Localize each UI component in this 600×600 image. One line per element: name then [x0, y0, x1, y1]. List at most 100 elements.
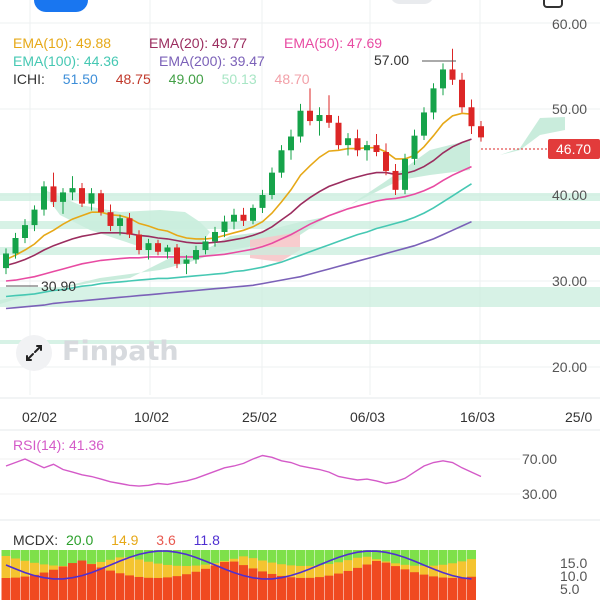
- y-tick-label: 40.00: [552, 187, 587, 203]
- candle-body: [50, 186, 57, 202]
- mcdx-bar-red: [163, 577, 172, 600]
- mcdx-bar-red: [448, 577, 457, 600]
- top-toggle-button[interactable]: [390, 0, 434, 4]
- candle-body: [88, 193, 95, 204]
- candle-body: [259, 195, 266, 208]
- candle-body: [22, 225, 28, 238]
- mcdx-bar-red: [220, 562, 229, 600]
- support-band: [0, 287, 600, 307]
- mcdx-bar-red: [68, 563, 77, 600]
- mcdx-bar-red: [343, 570, 353, 600]
- top-blue-button[interactable]: [34, 0, 88, 12]
- mcdx-tick-label: 5.0: [560, 581, 580, 597]
- candle-body: [231, 214, 237, 222]
- mcdx-bar-red: [210, 565, 220, 600]
- candle-body: [126, 218, 133, 235]
- last-price-label: 46.70: [556, 141, 591, 157]
- ema200-line: [5, 220, 472, 310]
- candle-body: [345, 138, 351, 146]
- candle-body: [60, 192, 66, 202]
- mcdx-bar-red: [438, 577, 448, 600]
- high-price-label: 57.00: [374, 52, 409, 68]
- mcdx-bar-red: [353, 567, 362, 600]
- legend-ichi-value-5: 48.70: [274, 71, 310, 87]
- candle-body: [392, 170, 399, 190]
- mcdx-bar-red: [134, 576, 144, 600]
- legend-mcdx-value-4: 11.8: [193, 532, 220, 548]
- legend-ema100: EMA(100): 44.36: [13, 53, 119, 69]
- legend-rsi-label: RSI(14):: [13, 437, 66, 453]
- support-band: [0, 193, 600, 201]
- candle-body: [402, 158, 408, 190]
- legend-ichi-value-1: 51.50: [62, 71, 98, 87]
- legend-ema20: EMA(20): 49.77: [149, 35, 247, 51]
- candle-body: [383, 152, 389, 171]
- legend-ema10-label: EMA(10):: [13, 35, 73, 51]
- legend-ema200: EMA(200): 39.47: [159, 53, 265, 69]
- mcdx-bar-red: [87, 564, 96, 600]
- legend-ema100-value: 44.36: [83, 53, 119, 69]
- candle-body: [69, 188, 76, 193]
- support-band: [0, 221, 600, 229]
- last-price-badge: [548, 139, 600, 159]
- candle-body: [297, 110, 304, 137]
- ichimoku-cloud-future: [500, 117, 565, 155]
- legend-ema200-value: 39.47: [229, 53, 265, 69]
- candle-body: [468, 107, 475, 127]
- candle-body: [155, 243, 161, 252]
- mcdx-bar-red: [248, 568, 258, 600]
- candle-body: [12, 238, 19, 254]
- candle-body: [440, 69, 446, 89]
- mcdx-bar-red: [182, 574, 191, 600]
- mcdx-bar-red: [201, 568, 210, 600]
- candle-body: [269, 172, 275, 195]
- legend-mcdx-value-2: 14.9: [111, 532, 139, 548]
- x-tick-label: 10/02: [134, 409, 169, 425]
- legend-ichi-label: ICHI:: [13, 71, 45, 87]
- mcdx-tick-label: 10.0: [560, 568, 587, 584]
- candle-body: [221, 221, 228, 232]
- legend-ema50: EMA(50): 47.69: [284, 35, 382, 51]
- candle-body: [98, 193, 104, 213]
- mcdx-bar-red: [362, 564, 372, 600]
- mcdx-bar-red: [277, 575, 286, 600]
- mcdx-bar-red: [267, 573, 277, 600]
- candle-body: [430, 88, 437, 113]
- mcdx-bar-red: [115, 573, 125, 600]
- mcdx-bar-red: [77, 560, 87, 600]
- expand-button[interactable]: [16, 335, 52, 371]
- candle-body: [421, 112, 427, 136]
- candle-body: [288, 136, 294, 151]
- mcdx-bar-red: [11, 577, 20, 600]
- settings-icon[interactable]: [543, 0, 563, 8]
- candle-body: [373, 145, 380, 152]
- mcdx-bar-red: [334, 573, 343, 600]
- candle-body: [174, 247, 180, 264]
- candle-body: [307, 110, 313, 122]
- candle-body: [411, 135, 418, 159]
- legend-ema10: EMA(10): 49.88: [13, 35, 111, 51]
- mcdx-bar-red: [457, 577, 467, 600]
- candle-body: [41, 186, 47, 210]
- candle-body: [316, 115, 323, 122]
- support-band: [0, 247, 600, 255]
- mcdx-bar-red: [229, 561, 239, 600]
- candle-body: [459, 79, 465, 108]
- candle-body: [183, 259, 190, 264]
- mcdx-bar-red: [400, 569, 410, 600]
- y-tick-label: 30.00: [552, 273, 587, 289]
- mcdx-bar-red: [315, 577, 324, 600]
- expand-icon: [26, 345, 42, 361]
- mcdx-bar-red: [96, 567, 106, 600]
- mcdx-tick-label: 15.0: [560, 555, 587, 571]
- legend-mcdx-value-1: 20.0: [66, 532, 94, 548]
- mcdx-bar-red: [467, 576, 476, 600]
- x-tick-label: 06/03: [350, 409, 385, 425]
- candle-body: [107, 212, 114, 226]
- legend-ema10-value: 49.88: [76, 35, 112, 51]
- ema50-line: [5, 165, 472, 282]
- mcdx-line: [5, 550, 472, 580]
- legend-mcdx: MCDX: 20.0 14.9 3.6 11.8: [13, 532, 220, 548]
- candle-body: [278, 150, 285, 173]
